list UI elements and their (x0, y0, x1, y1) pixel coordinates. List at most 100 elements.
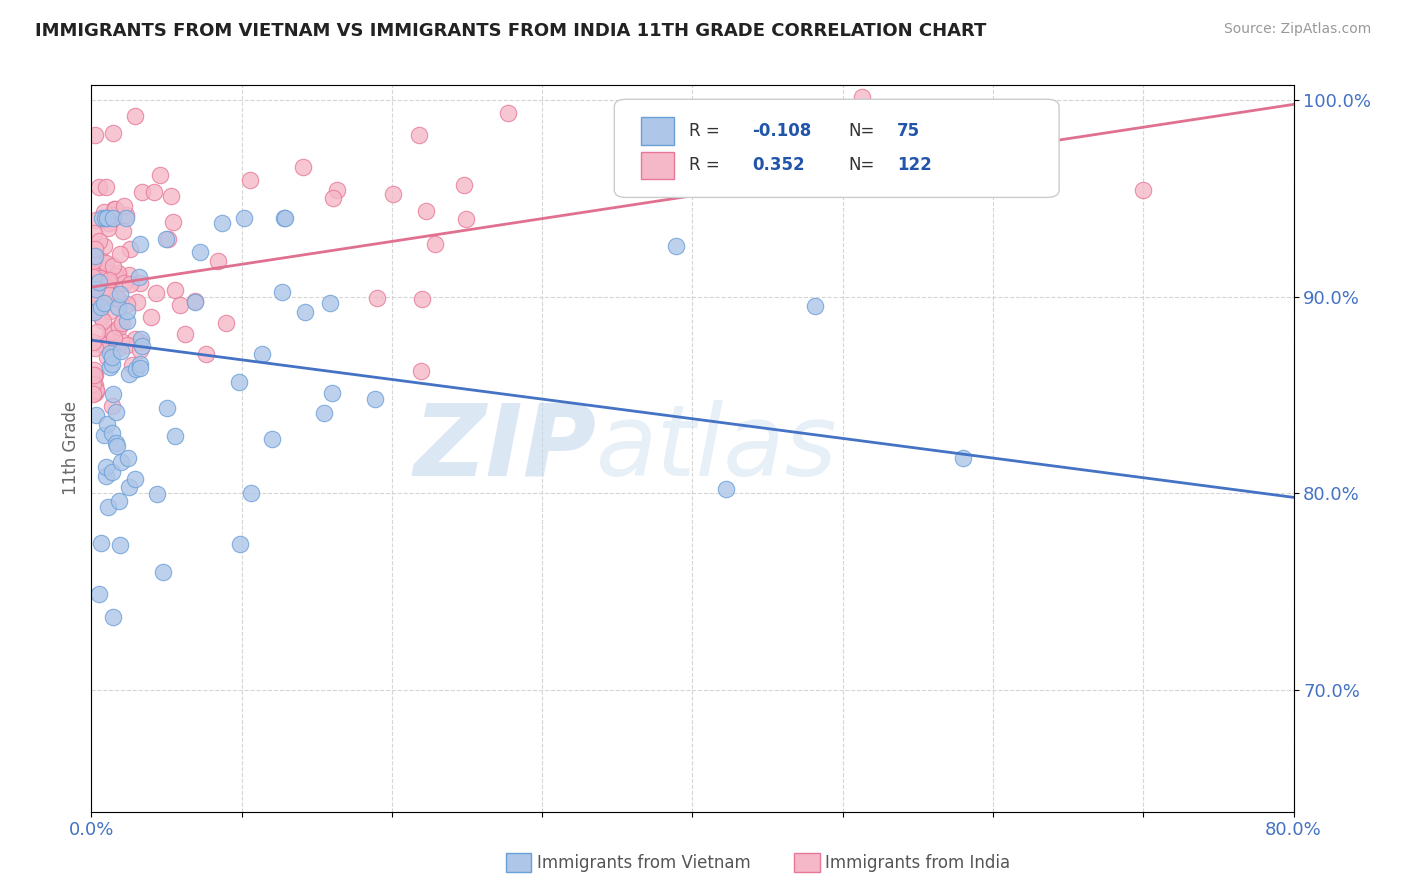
Point (91, 290, 114, 304)
Point (188, 244, 211, 259)
Point (142, 185, 165, 199)
Text: atlas: atlas (596, 400, 838, 497)
FancyBboxPatch shape (614, 99, 1059, 197)
Point (124, 332, 146, 346)
Point (411, 292, 433, 306)
Point (86, 260, 108, 274)
Point (83, 242, 105, 256)
Point (152, 566, 174, 580)
Point (233, 211, 256, 226)
Point (93, 296, 115, 310)
Point (90, 310, 112, 325)
Point (97, 500, 120, 515)
Point (108, 247, 131, 261)
Point (291, 161, 314, 175)
Point (90, 536, 112, 550)
Point (273, 211, 295, 226)
Point (96, 350, 118, 364)
Point (155, 232, 177, 246)
Point (423, 236, 446, 251)
Point (84, 383, 107, 397)
Point (364, 392, 387, 406)
Point (115, 297, 138, 311)
Point (326, 183, 349, 197)
Point (112, 199, 135, 213)
Point (108, 538, 131, 552)
Point (128, 237, 150, 252)
Point (118, 479, 141, 493)
Point (84, 296, 107, 310)
Point (101, 386, 124, 401)
Point (83, 291, 105, 305)
Point (124, 472, 146, 486)
Point (101, 211, 124, 226)
Point (84, 386, 107, 401)
Text: N=: N= (849, 156, 875, 174)
Point (107, 341, 129, 355)
Point (952, 451, 974, 466)
Point (453, 178, 475, 192)
Point (156, 232, 179, 246)
Point (93, 204, 115, 219)
Point (110, 334, 132, 348)
Point (97, 275, 120, 289)
Point (84, 282, 107, 296)
Point (100, 400, 122, 414)
Point (83, 363, 105, 377)
Point (87, 275, 110, 289)
Text: N=: N= (849, 121, 875, 139)
Point (107, 300, 129, 314)
Point (146, 487, 169, 501)
Point (408, 128, 430, 142)
Point (163, 283, 186, 297)
Point (86, 384, 108, 398)
Text: R =: R = (689, 121, 725, 139)
Point (86, 325, 108, 339)
Point (94, 263, 117, 277)
Point (110, 455, 132, 469)
Point (118, 277, 141, 291)
Point (104, 202, 127, 217)
Point (738, 149, 761, 163)
Point (716, 482, 738, 496)
Point (100, 338, 122, 352)
Point (96, 211, 118, 226)
Point (318, 295, 340, 310)
Point (117, 268, 139, 283)
Point (93, 427, 115, 442)
Point (83, 368, 105, 382)
Point (194, 346, 217, 360)
Point (229, 537, 252, 551)
Point (838, 142, 860, 156)
Point (160, 189, 183, 203)
Point (131, 339, 153, 353)
Point (82, 301, 104, 316)
Point (105, 439, 128, 453)
Point (105, 436, 128, 450)
Point (98, 287, 121, 301)
Point (271, 285, 294, 300)
Point (91, 211, 114, 226)
Point (382, 187, 405, 202)
Point (149, 169, 172, 183)
Point (83, 305, 105, 319)
Point (665, 239, 688, 253)
Point (111, 316, 134, 330)
Text: R =: R = (689, 156, 725, 174)
Point (82, 335, 104, 350)
Point (128, 357, 150, 371)
Point (183, 295, 205, 310)
Point (411, 364, 433, 378)
Text: 122: 122 (897, 156, 932, 174)
Point (228, 375, 250, 389)
Point (89, 271, 111, 285)
Point (98, 304, 121, 318)
Point (108, 493, 131, 508)
Point (110, 293, 132, 308)
Point (87, 586, 110, 600)
Point (115, 208, 138, 222)
Point (366, 291, 388, 305)
Point (103, 126, 125, 140)
Point (82, 386, 104, 401)
Point (115, 211, 138, 226)
